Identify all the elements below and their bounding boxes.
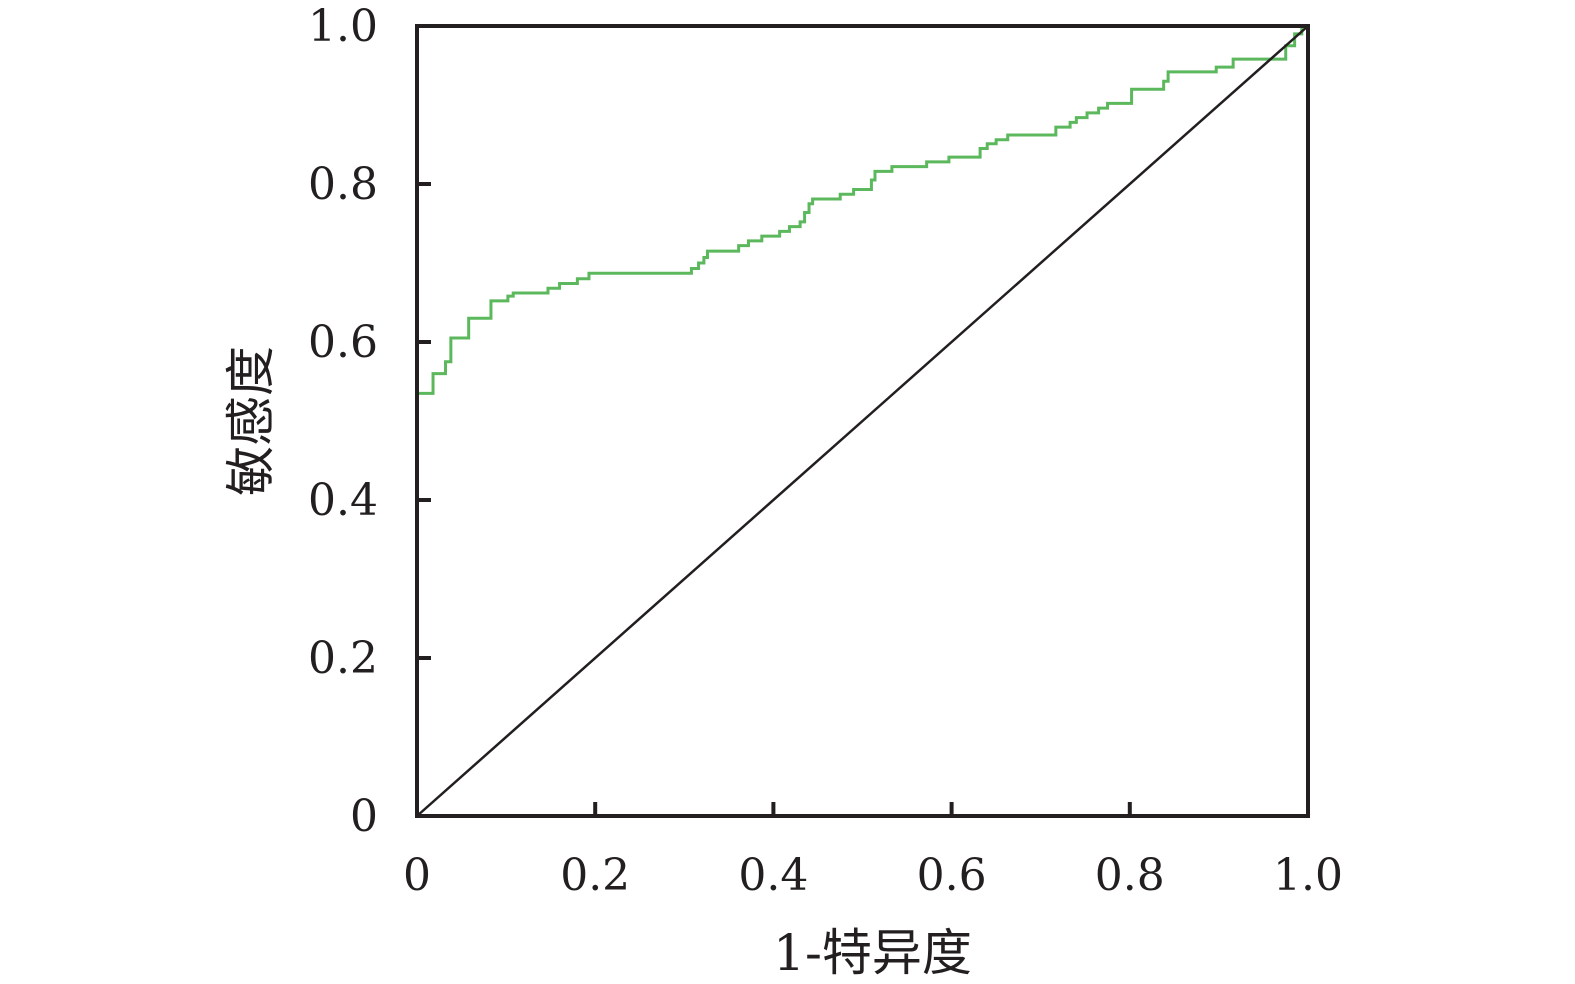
x-axis-title: 1-特异度 <box>773 924 972 982</box>
y-tick-label: 1.0 <box>308 1 378 52</box>
tick-marks <box>417 182 1132 816</box>
series-layer <box>416 24 1309 817</box>
roc-curve-line <box>417 24 1308 395</box>
x-tick-label: 0.8 <box>1095 850 1165 901</box>
y-tick-label: 0 <box>350 791 378 842</box>
y-tick-label: 0.2 <box>308 633 378 684</box>
tick-labels: 0 0.2 0.4 0.6 0.8 1.0 0 0.2 0.4 0.6 0.8 1.0 <box>308 1 1343 901</box>
y-tick-label: 0.6 <box>308 317 378 368</box>
reference-diagonal-line <box>416 25 1309 817</box>
y-axis-title: 敏感度 <box>222 346 280 496</box>
y-tick-label: 0.4 <box>308 475 378 526</box>
x-tick-label: 0.2 <box>560 850 630 901</box>
plot-frame <box>415 24 1310 818</box>
x-tick-label: 0.6 <box>917 850 987 901</box>
x-tick-label: 0.4 <box>738 850 808 901</box>
y-tick-label: 0.8 <box>308 159 378 210</box>
x-tick-label: 0 <box>403 850 431 901</box>
x-tick-label: 1.0 <box>1273 850 1343 901</box>
